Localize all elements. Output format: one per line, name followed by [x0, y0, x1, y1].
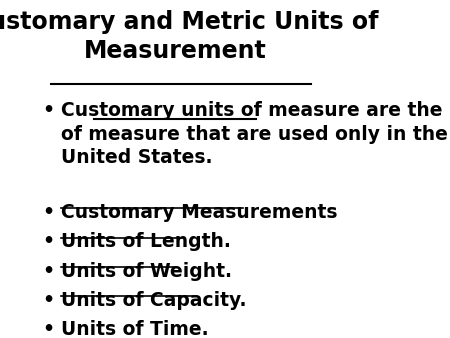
Text: •: • [42, 203, 54, 222]
Text: Units of Time.: Units of Time. [61, 320, 208, 338]
Text: Customary units of measure are the units
of measure that are used only in the
Un: Customary units of measure are the units… [61, 101, 450, 168]
Text: Customary and Metric Units of
Measurement: Customary and Metric Units of Measuremen… [0, 10, 378, 63]
Text: Units of Capacity.: Units of Capacity. [61, 291, 246, 310]
Text: Units of Length.: Units of Length. [61, 232, 230, 251]
Text: •: • [42, 291, 54, 310]
Text: •: • [42, 320, 54, 338]
Text: •: • [42, 232, 54, 251]
Text: •: • [42, 101, 54, 120]
Text: Customary Measurements: Customary Measurements [61, 203, 337, 222]
Text: Units of Weight.: Units of Weight. [61, 262, 232, 281]
Text: •: • [42, 262, 54, 281]
